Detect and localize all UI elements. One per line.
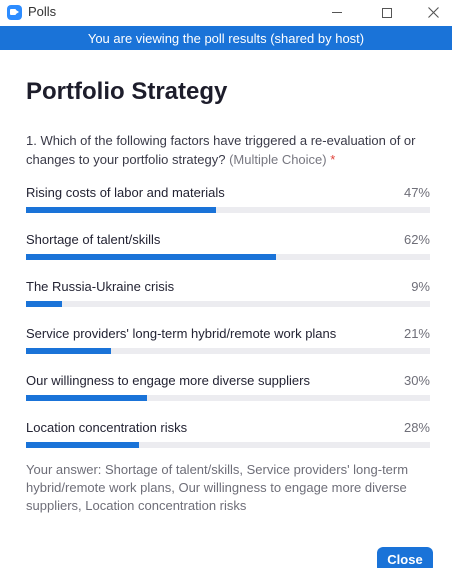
option-percent: 9% (411, 279, 430, 294)
result-bar-track (26, 207, 430, 213)
your-answer: Your answer: Shortage of talent/skills, … (26, 462, 409, 513)
poll-question: 1. Which of the following factors have t… (26, 131, 426, 169)
close-button[interactable]: Close (377, 547, 433, 568)
poll-option: Location concentration risks 28% (26, 420, 430, 467)
result-bar-fill (26, 207, 216, 213)
option-label: Our willingness to engage more diverse s… (26, 373, 310, 388)
result-bar-track (26, 301, 430, 307)
window-title: Polls (28, 4, 57, 19)
poll-option: Service providers' long-term hybrid/remo… (26, 326, 430, 373)
poll-option: Shortage of talent/skills 62% (26, 232, 430, 279)
minimize-icon (332, 12, 342, 13)
result-bar-track (26, 395, 430, 401)
option-label: Location concentration risks (26, 420, 188, 435)
option-percent: 28% (403, 420, 430, 435)
option-percent: 47% (403, 185, 430, 200)
result-bar-fill (26, 395, 148, 401)
poll-options: Rising costs of labor and materials 47% … (26, 185, 430, 467)
result-bar-track (26, 348, 430, 354)
shared-results-banner: You are viewing the poll results (shared… (0, 26, 452, 50)
maximize-icon (382, 7, 392, 18)
result-bar-track (26, 442, 430, 448)
question-hint: (Multiple Choice) (229, 152, 327, 167)
option-label: Service providers' long-term hybrid/remo… (26, 326, 337, 341)
option-percent: 21% (403, 326, 430, 341)
close-icon (427, 7, 439, 18)
option-label: The Russia-Ukraine crisis (26, 279, 175, 294)
question-text: 1. Which of the following factors have t… (26, 133, 416, 167)
poll-option: The Russia-Ukraine crisis 9% (26, 279, 430, 326)
option-percent: 30% (403, 373, 430, 388)
result-bar-fill (26, 348, 111, 354)
poll-option: Our willingness to engage more diverse s… (26, 373, 430, 420)
result-bar-track (26, 254, 430, 260)
banner-text: You are viewing the poll results (shared… (87, 30, 365, 46)
maximize-button[interactable] (364, 0, 410, 25)
minimize-button[interactable] (314, 0, 360, 25)
required-marker: * (330, 152, 336, 167)
poll-title: Portfolio Strategy (26, 78, 228, 105)
result-bar-fill (26, 301, 63, 307)
result-bar-fill (26, 442, 140, 448)
zoom-app-icon (7, 5, 22, 20)
option-label: Shortage of talent/skills (26, 232, 161, 247)
title-bar[interactable]: Polls (0, 0, 452, 25)
poll-option: Rising costs of labor and materials 47% (26, 185, 430, 232)
result-bar-fill (26, 254, 277, 260)
window-close-button[interactable] (410, 0, 452, 25)
option-percent: 62% (403, 232, 430, 247)
option-label: Rising costs of labor and materials (26, 185, 225, 200)
